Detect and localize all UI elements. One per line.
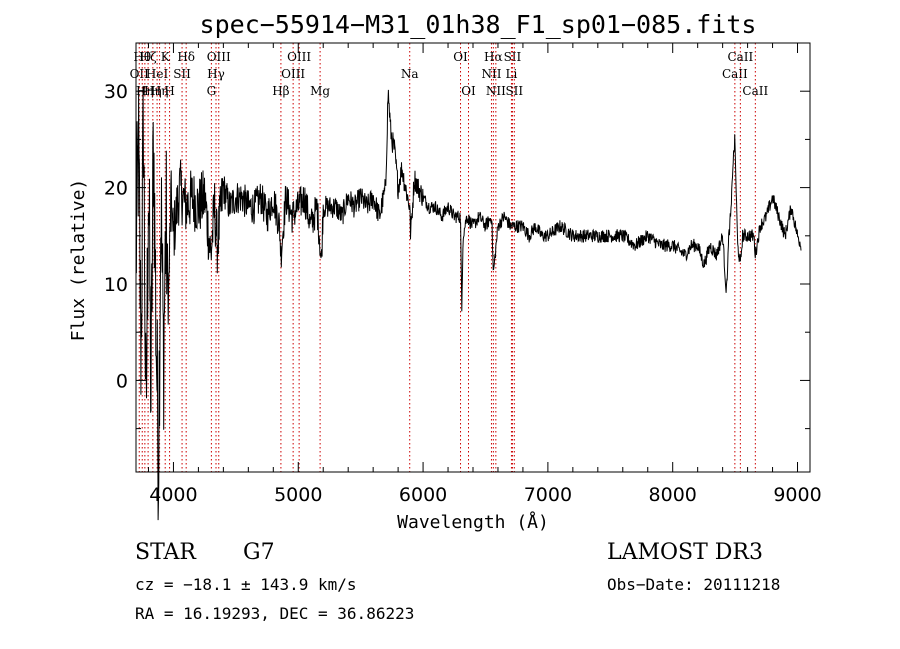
line-label-24: Li [506,67,518,81]
y-tick-label-0: 0 [116,370,128,392]
obs-date: Obs−Date: 20111218 [607,575,781,594]
line-label-26: SII [505,84,523,98]
line-label-5: HeI [146,67,169,81]
x-tick-label-5: 9000 [773,484,821,506]
x-tick-label-2: 6000 [399,484,447,506]
x-tick-label-3: 7000 [524,484,572,506]
line-label-3: Hζ [140,50,157,64]
line-label-18: Na [401,67,419,81]
line-label-23: NII [486,84,506,98]
x-tick-label-1: 5000 [274,484,322,506]
line-label-6: Hη [151,84,169,98]
line-label-27: CaII [722,67,748,81]
y-tick-label-2: 20 [104,178,128,200]
line-label-10: Hδ [177,50,195,64]
line-label-12: Hγ [207,67,225,81]
line-label-22: Hα [484,50,503,64]
line-label-19: OI [453,50,468,64]
y-tick-label-1: 10 [104,274,128,296]
x-axis-label: Wavelength (Å) [397,511,549,533]
y-tick-label-3: 30 [104,81,128,103]
line-label-9: SII [173,67,191,81]
line-label-29: CaII [742,84,768,98]
line-label-21: NII [481,67,501,81]
line-label-17: Mg [310,84,330,98]
line-label-0: OII [130,67,150,81]
line-label-16: OIII [287,50,311,64]
plot-frame [135,42,811,473]
spectrum-line [135,86,802,521]
object-subclass: G7 [243,540,275,565]
y-axis-label: Flux (relative) [68,179,89,342]
object-class: STAR [135,540,196,565]
line-label-8: H [164,84,174,98]
x-tick-label-0: 4000 [149,484,197,506]
line-label-7: K [161,50,171,64]
coordinates: RA = 16.19293, DEC = 36.86223 [135,604,415,623]
line-label-15: OIII [281,67,305,81]
line-label-25: SII [504,50,522,64]
redshift-cz: cz = −18.1 ± 143.9 km/s [135,575,357,594]
line-label-11: G [207,84,217,98]
survey-name: LAMOST DR3 [607,540,763,565]
chart-title: spec−55914−M31_01h38_F1_sp01−085.fits [200,10,757,39]
series-layer [135,86,802,521]
x-tick-label-4: 8000 [649,484,697,506]
line-label-28: CaII [727,50,753,64]
line-markers: OIIHθHηHζHηHeIHηKHSIIHδGHγOIIIHβOIIIOIII… [130,43,768,472]
axis-ticks: 4000 5000 6000 7000 8000 9000 0 10 20 30 [104,42,822,506]
line-label-13: OIII [207,50,231,64]
line-label-20: OI [461,84,476,98]
line-label-14: Hβ [272,84,289,98]
line-label-1: Hθ [133,50,151,64]
